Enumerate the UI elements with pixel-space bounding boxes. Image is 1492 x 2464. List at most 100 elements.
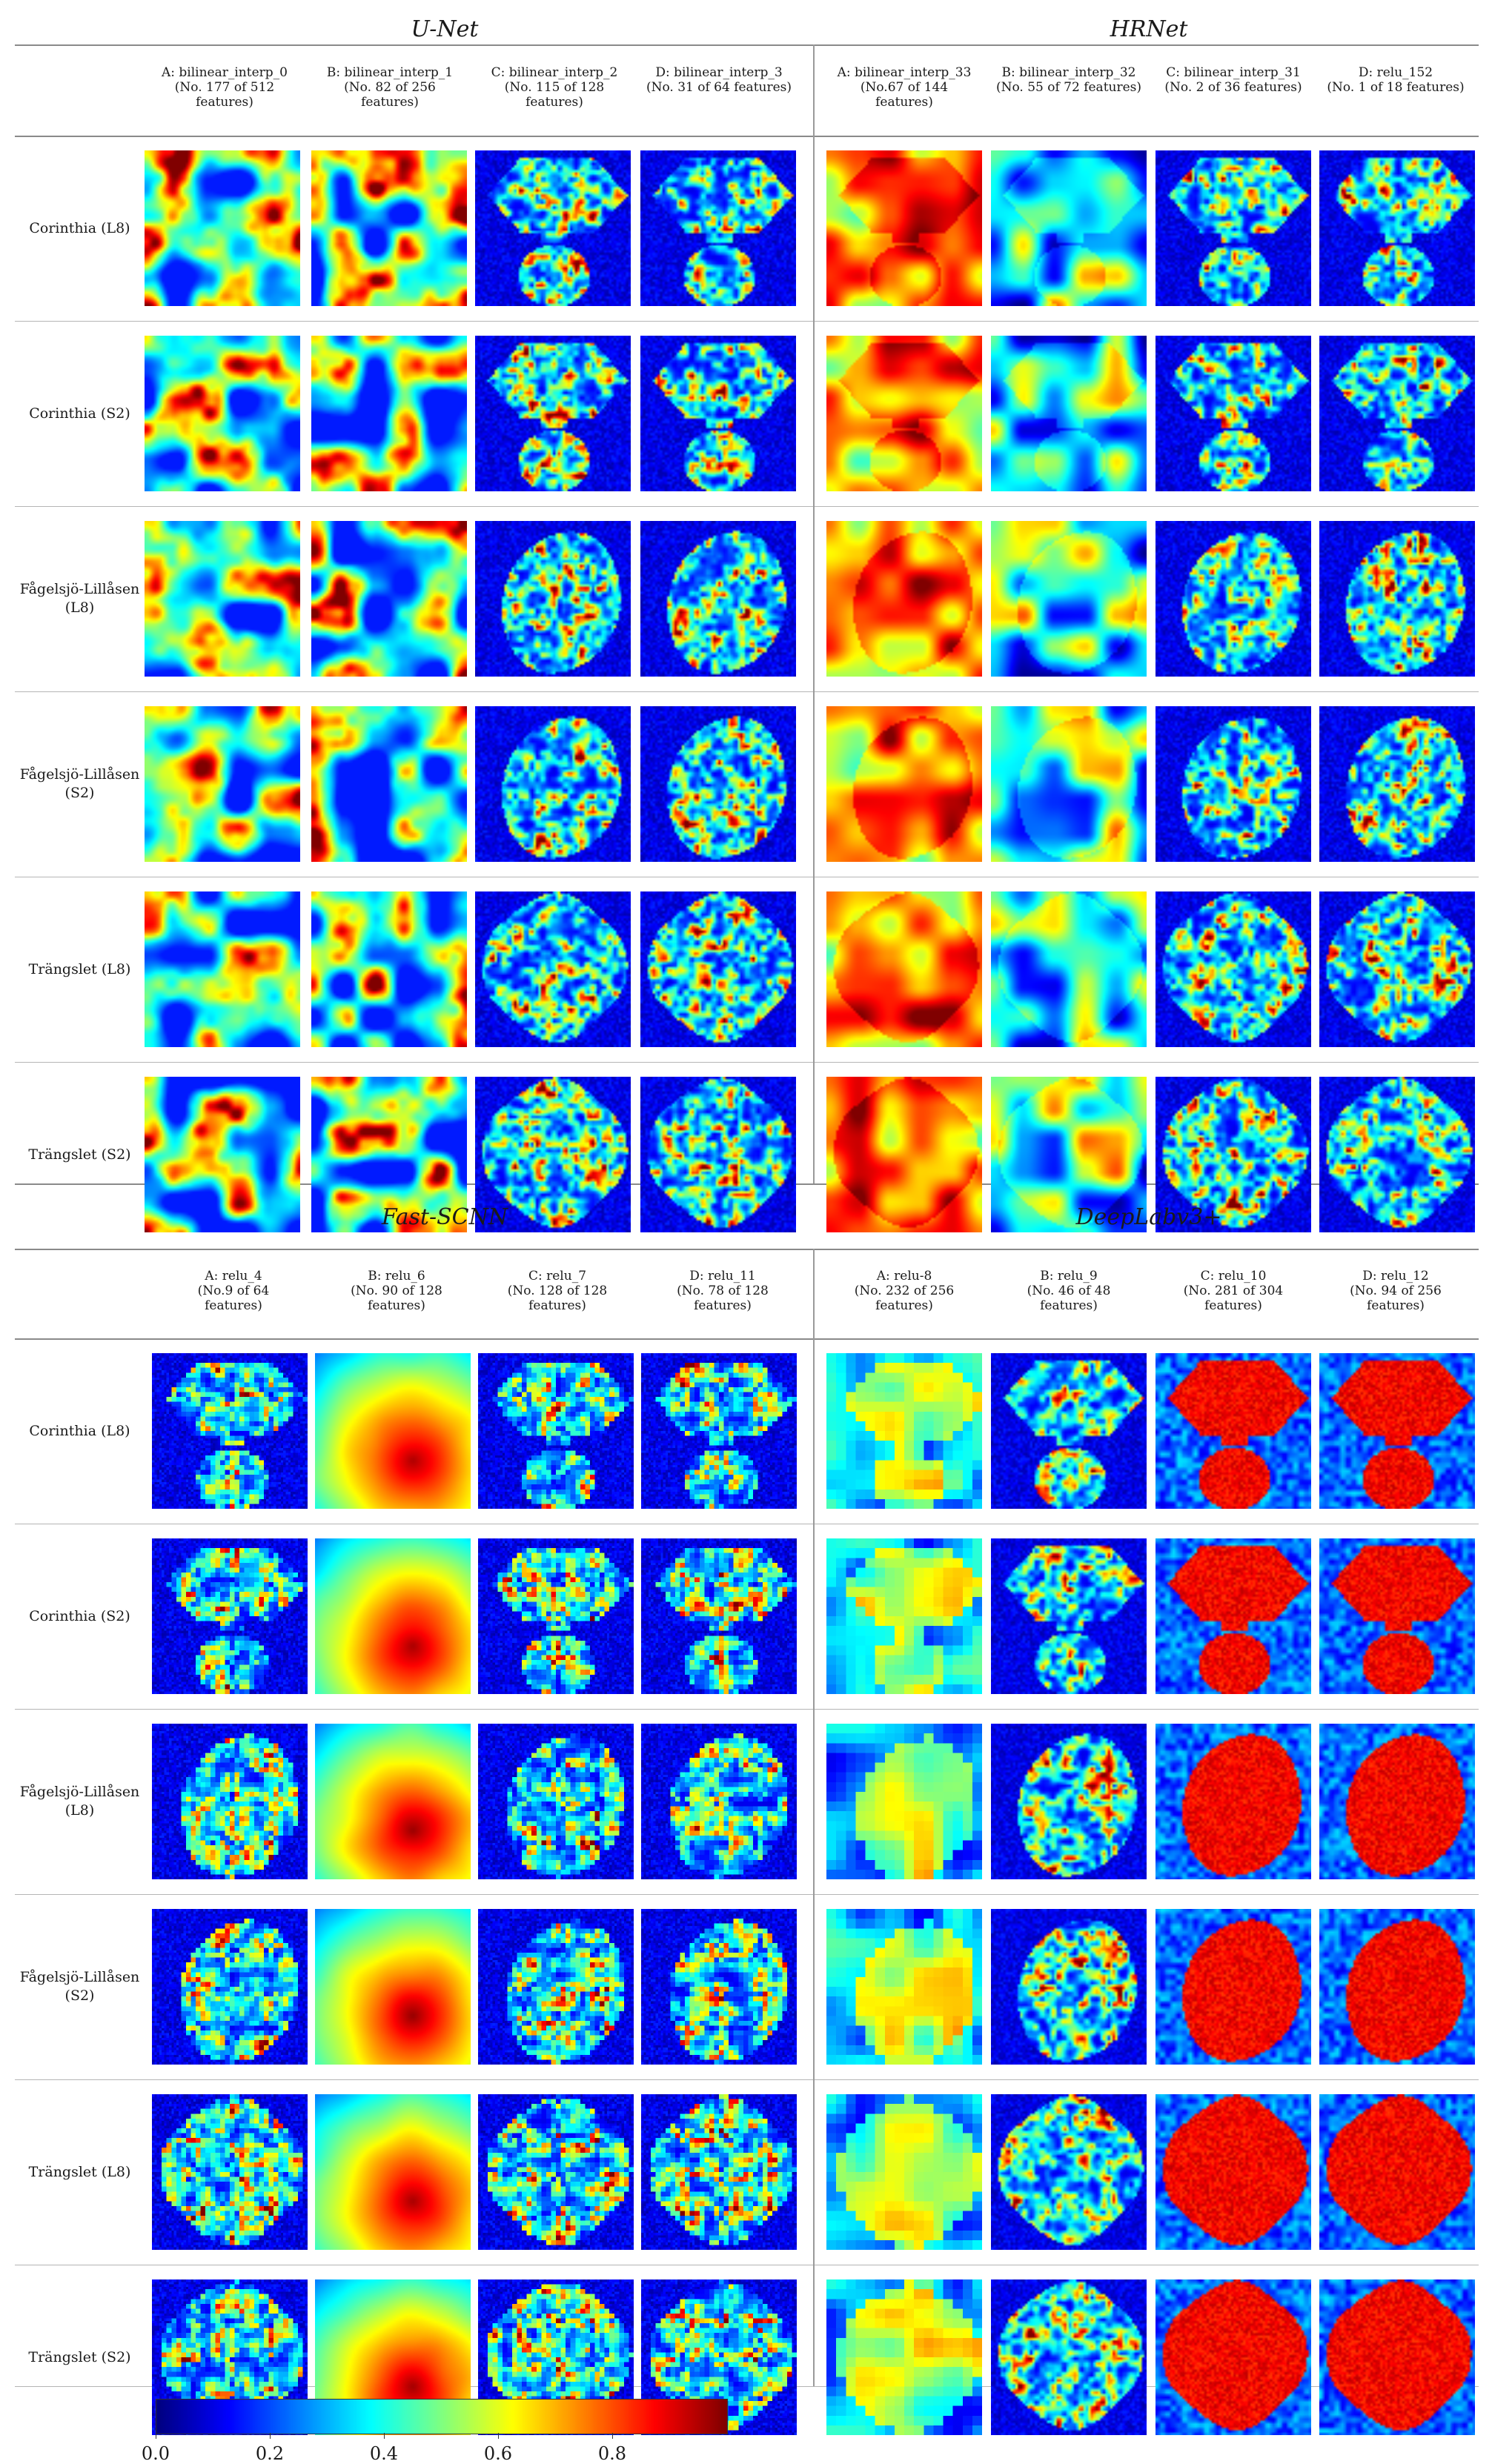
feature-map-image <box>991 1538 1147 1694</box>
table-rule <box>15 1338 1479 1340</box>
feature-map <box>152 1353 308 1509</box>
column-header: D: relu_152 (No. 1 of 18 features) <box>1327 65 1465 95</box>
feature-map-image <box>152 1909 308 2065</box>
feature-map <box>315 1724 471 1879</box>
panel-title: U-Net <box>411 16 479 42</box>
feature-map <box>145 706 300 862</box>
feature-map-image <box>1156 1077 1311 1232</box>
feature-map <box>475 1077 631 1232</box>
colorbar-tick <box>612 2433 613 2439</box>
feature-map <box>826 1538 982 1694</box>
feature-map-image <box>826 150 982 306</box>
feature-map <box>991 1538 1147 1694</box>
row-separator <box>15 691 1479 692</box>
feature-map <box>1319 1724 1475 1879</box>
colorbar-tick-label: 0.2 <box>255 2443 285 2464</box>
feature-map <box>1319 891 1475 1047</box>
feature-map-image <box>641 2094 797 2250</box>
feature-map-image <box>1319 706 1475 862</box>
feature-map-image <box>991 891 1147 1047</box>
feature-map-image <box>145 150 300 306</box>
feature-map <box>311 706 467 862</box>
feature-map-image <box>311 150 467 306</box>
feature-map-image <box>991 2279 1147 2435</box>
row-label: Fågelsjö-Lillåsen (L8) <box>19 1784 140 1819</box>
feature-map <box>1319 521 1475 677</box>
feature-map-image <box>1319 1077 1475 1232</box>
feature-map-image <box>1156 2094 1311 2250</box>
panel-title: Fast-SCNN <box>381 1204 508 1230</box>
table-rule <box>15 136 1479 137</box>
column-header: B: bilinear_interp_1 (No. 82 of 256 feat… <box>326 65 454 110</box>
row-separator <box>15 1894 1479 1895</box>
feature-map-image <box>152 1724 308 1879</box>
feature-map <box>1319 1909 1475 2065</box>
feature-map-image <box>1319 2094 1475 2250</box>
feature-map <box>640 150 796 306</box>
feature-map-image <box>1319 891 1475 1047</box>
column-header: B: bilinear_interp_32 (No. 55 of 72 feat… <box>995 65 1142 95</box>
feature-map-image <box>145 1077 300 1232</box>
row-label: Trängslet (L8) <box>28 960 131 977</box>
feature-map <box>1156 891 1311 1047</box>
feature-map <box>152 1909 308 2065</box>
feature-map-image <box>641 1909 797 2065</box>
row-label: Fågelsjö-Lillåsen (L8) <box>19 581 140 616</box>
feature-map <box>826 2094 982 2250</box>
table-rule <box>15 1249 1479 1250</box>
feature-map <box>1156 1538 1311 1694</box>
feature-map <box>1156 521 1311 677</box>
feature-map <box>1319 1538 1475 1694</box>
panel-title: HRNet <box>1110 16 1188 42</box>
row-label: Corinthia (S2) <box>29 405 130 422</box>
feature-map <box>145 336 300 491</box>
feature-map-image <box>315 1909 471 2065</box>
feature-map-image <box>478 1909 634 2065</box>
row-label: Trängslet (S2) <box>28 1146 131 1163</box>
feature-map-image <box>826 521 982 677</box>
row-separator <box>15 321 1479 322</box>
colorbar-tick-label: 0.4 <box>369 2443 399 2464</box>
feature-map-image <box>1156 336 1311 491</box>
colorbar-tick-label: 0.6 <box>483 2443 513 2464</box>
column-header: C: bilinear_interp_2 (No. 115 of 128 fea… <box>491 65 618 110</box>
feature-map-image <box>1156 891 1311 1047</box>
feature-map <box>315 1538 471 1694</box>
feature-map-image <box>640 521 796 677</box>
feature-map-image <box>991 336 1147 491</box>
feature-map <box>991 2094 1147 2250</box>
feature-map <box>641 1724 797 1879</box>
feature-map-image <box>641 1538 797 1694</box>
feature-map-image <box>478 1724 634 1879</box>
feature-map-image <box>1319 1538 1475 1694</box>
feature-map <box>640 521 796 677</box>
feature-map <box>641 1353 797 1509</box>
colorbar-tick-label: 0.8 <box>597 2443 627 2464</box>
feature-map <box>152 1538 308 1694</box>
feature-map-image <box>640 1077 796 1232</box>
feature-map <box>1319 1077 1475 1232</box>
feature-map <box>478 1353 634 1509</box>
feature-map-image <box>991 706 1147 862</box>
column-header: B: relu_6 (No. 90 of 128 features) <box>351 1269 442 1313</box>
column-header: B: relu_9 (No. 46 of 48 features) <box>1027 1269 1111 1313</box>
feature-map <box>145 891 300 1047</box>
row-label: Fågelsjö-Lillåsen (S2) <box>19 1969 140 2004</box>
feature-map <box>826 706 982 862</box>
row-separator <box>15 2079 1479 2080</box>
feature-map-image <box>826 1724 982 1879</box>
feature-map-image <box>826 2094 982 2250</box>
panel-divider <box>813 1249 815 2386</box>
feature-map <box>478 1724 634 1879</box>
feature-map-image <box>475 336 631 491</box>
feature-map <box>991 150 1147 306</box>
column-header: A: relu-8 (No. 232 of 256 features) <box>854 1269 955 1313</box>
feature-map-image <box>826 1909 982 2065</box>
feature-map <box>991 1909 1147 2065</box>
feature-map-image <box>826 1077 982 1232</box>
feature-map <box>1156 706 1311 862</box>
feature-map <box>641 1909 797 2065</box>
feature-map-image <box>1156 1909 1311 2065</box>
feature-map-image <box>640 891 796 1047</box>
feature-map-image <box>1156 1538 1311 1694</box>
